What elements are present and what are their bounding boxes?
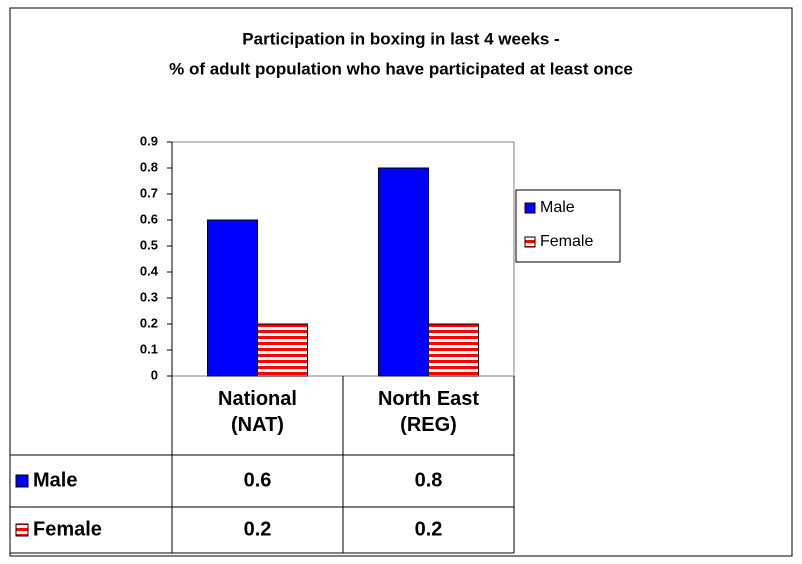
y-tick-label: 0.6 [140, 211, 158, 226]
legend-box [515, 189, 621, 263]
legend-swatch [524, 202, 536, 214]
table-row-label: Male [33, 469, 77, 491]
table-legend-swatch [15, 523, 29, 537]
y-tick-label: 0 [151, 367, 158, 382]
chart-subtitle: % of adult population who have participa… [169, 59, 633, 78]
table-value: 0.8 [415, 469, 443, 491]
table-value: 0.6 [244, 469, 272, 491]
bar [428, 323, 479, 377]
y-tick-label: 0.9 [140, 133, 158, 148]
y-tick-label: 0.8 [140, 159, 158, 174]
y-tick-label: 0.4 [140, 263, 159, 278]
legend-label: Male [540, 199, 575, 216]
category-label: National (NAT) [218, 388, 297, 436]
bar [257, 323, 308, 377]
category-label: North East (REG) [377, 388, 480, 436]
table-value: 0.2 [244, 518, 272, 540]
y-tick-label: 0.7 [140, 185, 158, 200]
y-tick-label: 0.2 [140, 315, 158, 330]
table-value: 0.2 [415, 518, 443, 540]
table-row-label: Female [33, 518, 102, 540]
chart-title: Participation in boxing in last 4 weeks … [242, 29, 559, 48]
legend-swatch [524, 236, 536, 248]
legend-label: Female [540, 233, 593, 250]
y-tick-label: 0.3 [140, 289, 158, 304]
y-tick-label: 0.5 [140, 237, 158, 252]
bar [378, 167, 429, 377]
table-legend-swatch [15, 474, 29, 488]
bar [207, 219, 258, 377]
y-tick-label: 0.1 [140, 341, 158, 356]
